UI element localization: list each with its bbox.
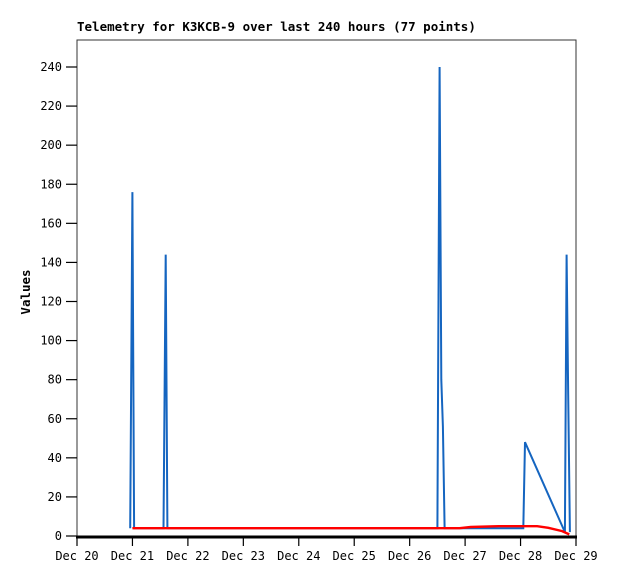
x-tick-label: Dec 28 — [499, 549, 542, 563]
y-tick-label: 80 — [48, 373, 62, 387]
y-tick-label: 120 — [40, 295, 62, 309]
x-tick-label: Dec 24 — [277, 549, 320, 563]
series-lines — [129, 66, 571, 536]
x-tick-label: Dec 26 — [388, 549, 431, 563]
x-tick-label: Dec 25 — [333, 549, 376, 563]
x-axis-ticks: Dec 20 Dec 21 Dec 22 Dec 23 Dec 24 Dec 25 Dec … — [55, 536, 598, 563]
y-tick-label: 180 — [40, 177, 62, 191]
y-axis-label: Values — [18, 269, 33, 314]
y-tick-label: 0 — [55, 529, 62, 543]
y-tick-label: 220 — [40, 99, 62, 113]
y-tick-label: 200 — [40, 138, 62, 152]
x-tick-label: Dec 23 — [222, 549, 265, 563]
telemetry-values-blue-line — [129, 66, 571, 533]
x-tick-label: Dec 21 — [111, 549, 154, 563]
y-axis-ticks: 0 20 40 60 80 100 120 140 160 180 200 220 240 — [40, 60, 77, 543]
chart-title: Telemetry for K3KCB-9 over last 240 hour… — [77, 19, 476, 34]
y-tick-label: 240 — [40, 60, 62, 74]
y-tick-label: 20 — [48, 490, 62, 504]
plot-frame — [76, 39, 577, 537]
telemetry-values-red-line — [132, 525, 570, 536]
x-tick-label: Dec 22 — [166, 549, 209, 563]
y-tick-label: 40 — [48, 451, 62, 465]
x-tick-label: Dec 27 — [443, 549, 486, 563]
y-tick-label: 100 — [40, 334, 62, 348]
x-tick-label: Dec 20 — [55, 549, 98, 563]
y-tick-label: 60 — [48, 412, 62, 426]
y-tick-label: 160 — [40, 216, 62, 230]
x-tick-label: Dec 29 — [554, 549, 597, 563]
y-tick-label: 140 — [40, 255, 62, 269]
